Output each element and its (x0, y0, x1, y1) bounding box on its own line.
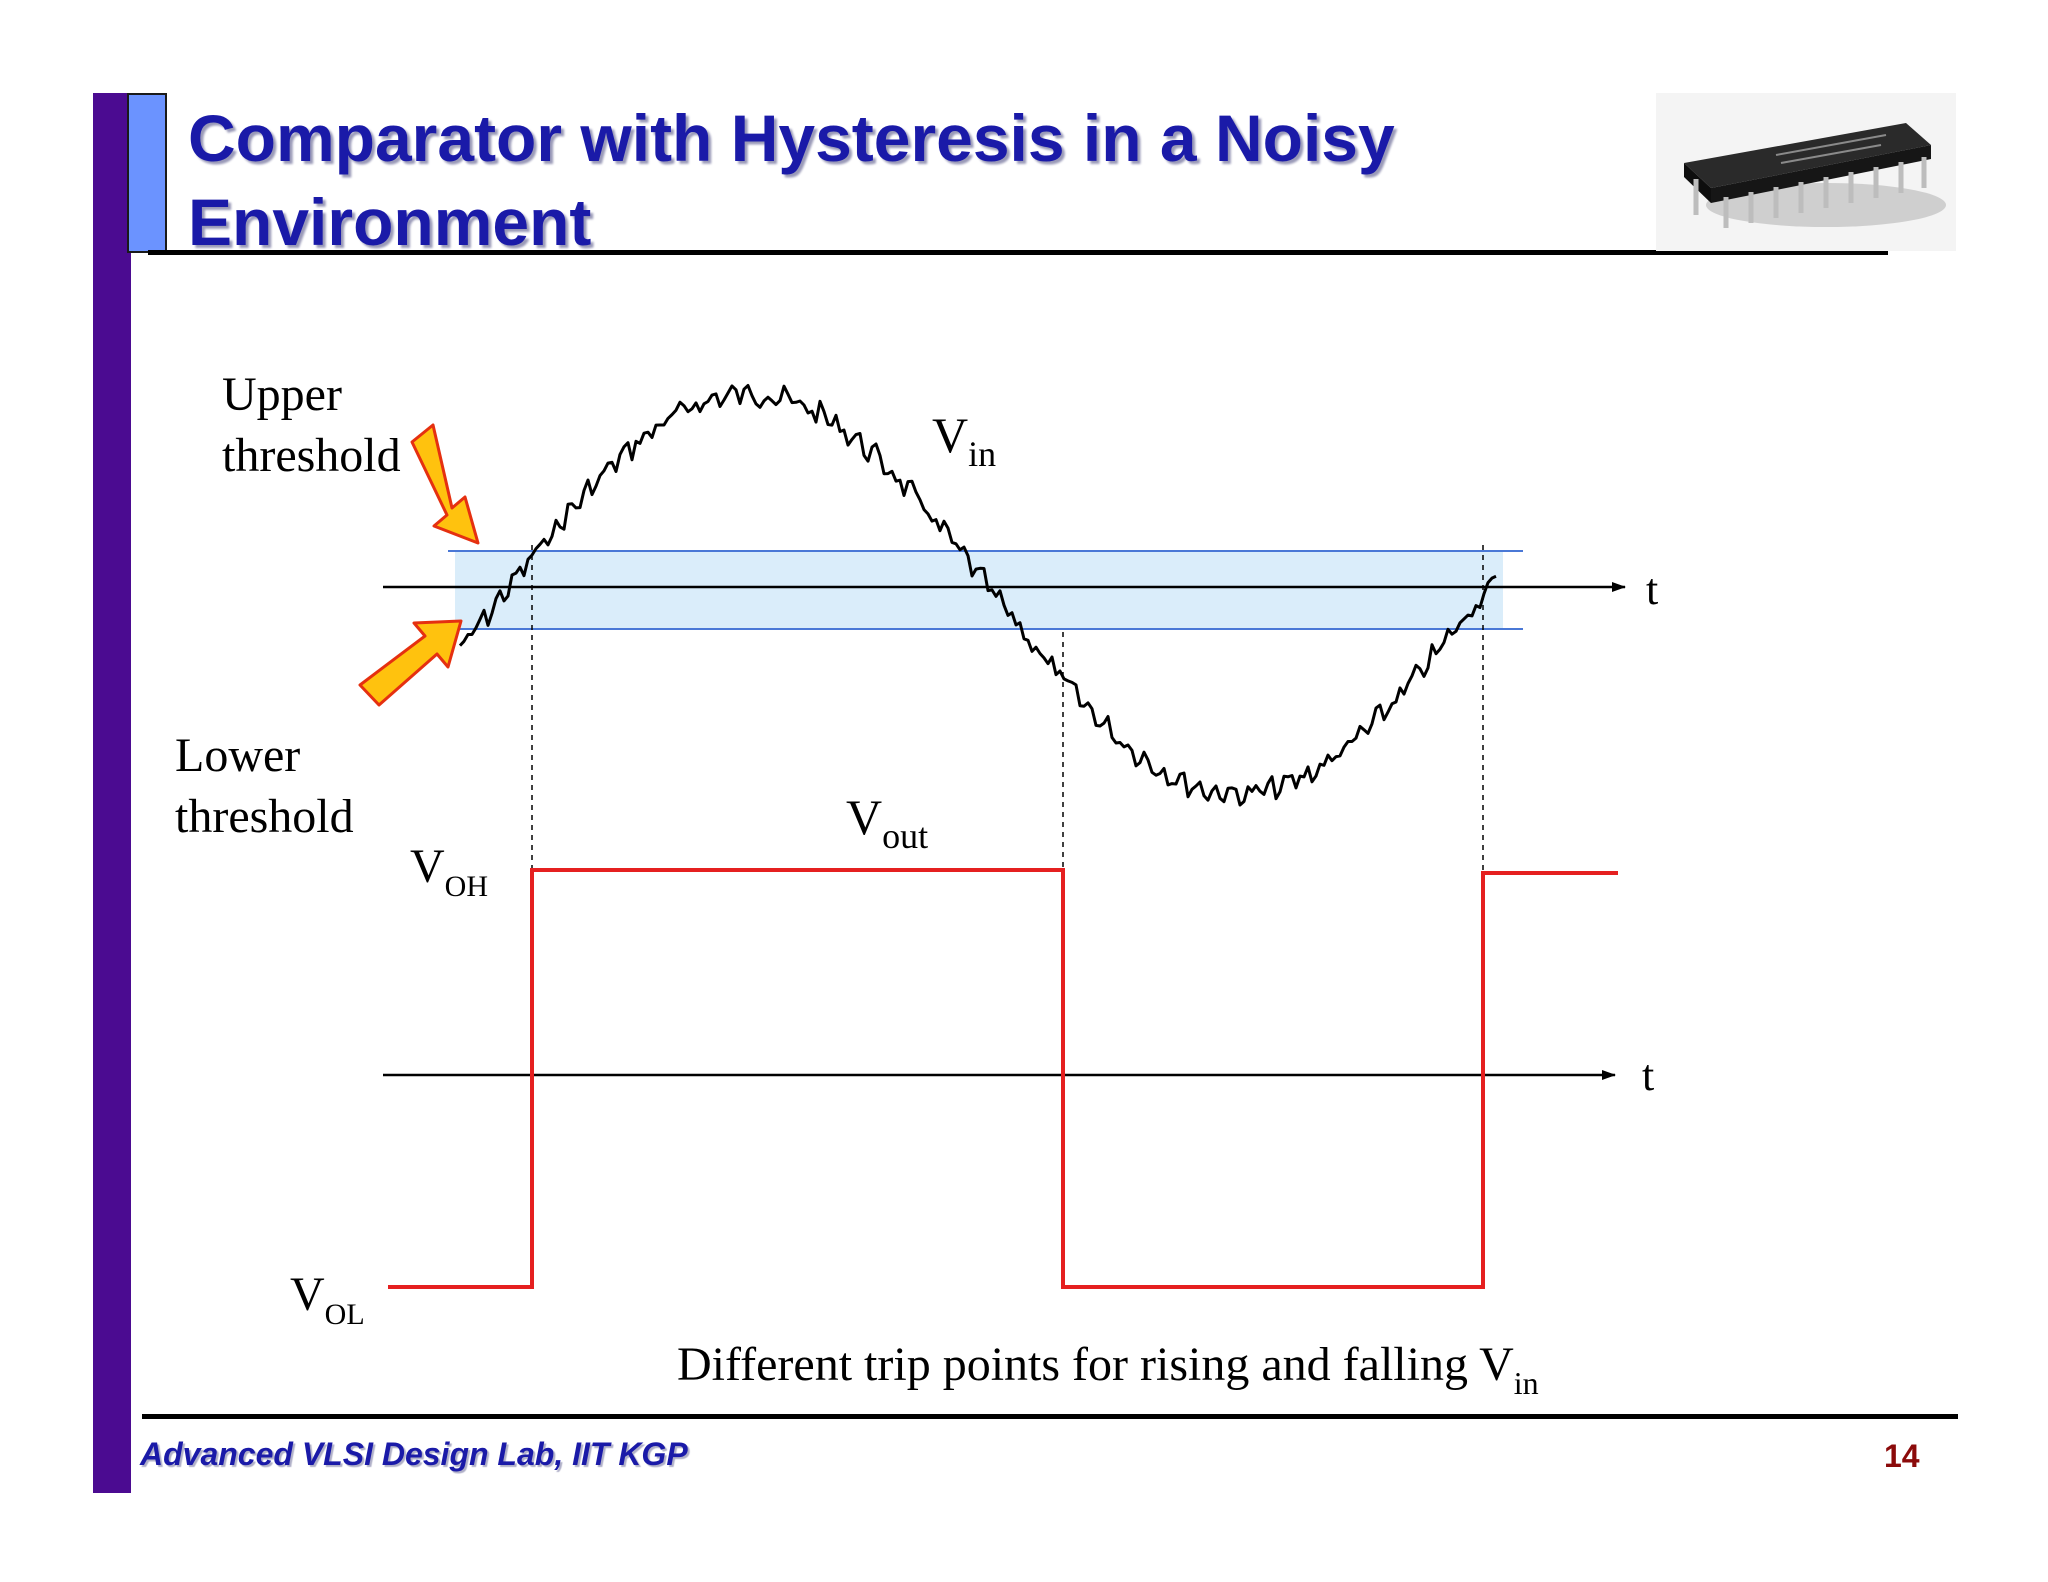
trip-point-guides (531, 545, 1484, 870)
footer-text: Advanced VLSI Design Lab, IIT KGP (140, 1436, 688, 1472)
title-accent-block (127, 93, 167, 253)
diagram-caption: Different trip points for rising and fal… (677, 1338, 1539, 1401)
lower-threshold-label: Lower threshold (175, 729, 354, 843)
vout-waveform (388, 868, 1618, 1289)
vol-label: VOL (290, 1268, 365, 1331)
vin-label: Vin (932, 407, 996, 474)
voh-label: VOH (410, 840, 488, 903)
title-divider (148, 250, 1888, 255)
vin-time-axis-label: t (1646, 565, 1658, 614)
lower-threshold-arrow (358, 619, 463, 707)
vout-label: Vout (846, 789, 928, 856)
vin-waveform (458, 384, 1497, 807)
upper-threshold-label: Upper threshold (222, 368, 401, 482)
slide-title: Comparator with Hysteresis in a Noisy En… (188, 101, 1395, 259)
footer-divider (142, 1414, 1958, 1419)
upper-threshold-arrow (410, 423, 480, 545)
chip-photo-icon (1656, 93, 1956, 251)
page-number: 14 (1884, 1438, 1920, 1474)
vout-time-axis-label: t (1642, 1051, 1654, 1100)
left-accent-bar (93, 93, 131, 1493)
hysteresis-band (455, 551, 1503, 629)
